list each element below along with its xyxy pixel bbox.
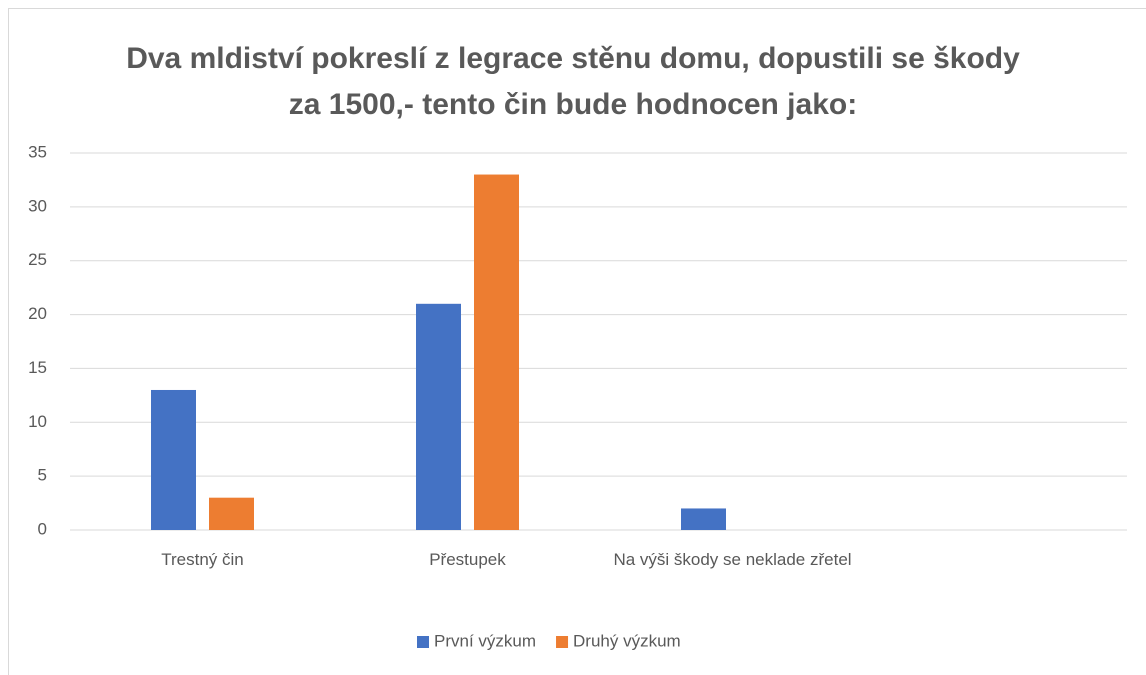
- y-tick-label: 35: [28, 142, 47, 161]
- x-tick-label: Přestupek: [429, 550, 506, 569]
- legend-label: První výzkum: [434, 631, 536, 650]
- chart-title: Dva mldiství pokreslí z legrace stěnu do…: [126, 42, 1020, 121]
- y-tick-label: 20: [28, 304, 47, 323]
- legend-label: Druhý výzkum: [573, 631, 681, 650]
- bar: [681, 508, 726, 530]
- chart-border: [8, 8, 1146, 675]
- legend-swatch: [417, 636, 429, 648]
- y-tick-label: 15: [28, 358, 47, 377]
- y-tick-label: 30: [28, 196, 47, 215]
- bar: [209, 497, 254, 530]
- bar: [474, 174, 519, 531]
- y-tick-label: 0: [38, 519, 47, 538]
- bar: [151, 389, 196, 530]
- y-tick-label: 10: [28, 412, 47, 431]
- bar: [416, 303, 461, 530]
- y-tick-label: 5: [38, 466, 47, 485]
- x-tick-label: Trestný čin: [161, 550, 244, 569]
- x-tick-label: Na výši škody se neklade zřetel: [613, 550, 852, 569]
- y-tick-label: 25: [28, 250, 47, 269]
- legend-swatch: [556, 636, 569, 648]
